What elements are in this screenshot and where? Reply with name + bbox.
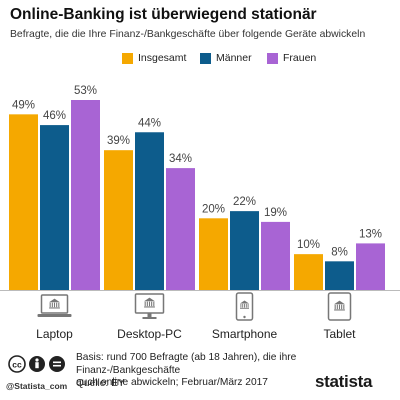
bar-smartphone-insgesamt [199, 218, 228, 290]
category-label-laptop: Laptop [36, 327, 73, 341]
bar-desktop-pc-männer [135, 132, 164, 290]
laptop-bank-icon [37, 294, 72, 317]
legend-item-insgesamt: Insgesamt [122, 51, 186, 65]
bar-tablet-frauen [356, 243, 385, 290]
bar-smartphone-frauen [261, 221, 290, 290]
legend-swatch-maenner [200, 52, 211, 64]
cc-by-nd-badge: cc [8, 355, 65, 373]
smartphone-bank-icon [235, 292, 254, 321]
value-label-laptop-frauen: 53% [74, 85, 97, 97]
legend: Insgesamt Männer Frauen [0, 51, 400, 65]
svg-text:cc: cc [12, 360, 22, 370]
statista-logo-text: statista [315, 372, 373, 391]
legend-item-frauen: Frauen [267, 51, 316, 65]
legend-label-frauen: Frauen [283, 52, 317, 64]
value-label-smartphone-männer: 22% [233, 196, 256, 208]
bar-tablet-insgesamt [294, 254, 323, 290]
tablet-bank-icon [327, 292, 352, 321]
value-label-desktop-pc-insgesamt: 39% [107, 135, 130, 147]
footnote: Basis: rund 700 Befragte (ab 18 Jahren),… [76, 352, 376, 390]
footnote-line-1: Basis: rund 700 Befragte (ab 18 Jahren),… [76, 352, 297, 376]
category-label-tablet: Tablet [323, 327, 356, 341]
value-label-tablet-männer: 8% [331, 246, 348, 258]
value-label-laptop-männer: 46% [43, 110, 66, 122]
legend-swatch-insgesamt [122, 52, 133, 64]
value-label-laptop-insgesamt: 49% [12, 99, 35, 111]
chart-subtitle: Befragte, die die Ihre Finanz-/Bankgesch… [10, 29, 366, 40]
source-label: Quelle: EY [76, 378, 125, 389]
value-label-tablet-frauen: 13% [359, 228, 382, 240]
bar-desktop-pc-frauen [166, 168, 195, 290]
value-label-desktop-pc-frauen: 34% [169, 153, 192, 165]
bar-tablet-männer [325, 261, 354, 290]
chart-title: Online-Banking ist überwiegend stationär [10, 6, 317, 23]
statista-handle: @Statista_com [6, 381, 68, 391]
bar-desktop-pc-insgesamt [104, 150, 133, 290]
category-label-smartphone: Smartphone [212, 327, 278, 341]
footnote-line-2: auch online abwickeln; Februar/März 2017 [76, 377, 268, 388]
value-label-desktop-pc-männer: 44% [138, 117, 161, 129]
desktop-bank-icon [134, 293, 165, 319]
value-label-smartphone-frauen: 19% [264, 207, 287, 219]
bar-laptop-männer [40, 125, 69, 291]
legend-swatch-frauen [267, 52, 278, 64]
category-label-desktop-pc: Desktop-PC [117, 327, 182, 341]
legend-label-insgesamt: Insgesamt [138, 52, 187, 64]
bar-smartphone-männer [230, 211, 259, 290]
statista-logo[interactable]: statista [315, 372, 372, 392]
legend-label-maenner: Männer [216, 52, 252, 64]
value-label-tablet-insgesamt: 10% [297, 239, 320, 251]
bar-laptop-frauen [71, 100, 100, 290]
value-label-smartphone-insgesamt: 20% [202, 203, 225, 215]
legend-item-maenner: Männer [200, 51, 252, 65]
bar-laptop-insgesamt [9, 114, 38, 290]
